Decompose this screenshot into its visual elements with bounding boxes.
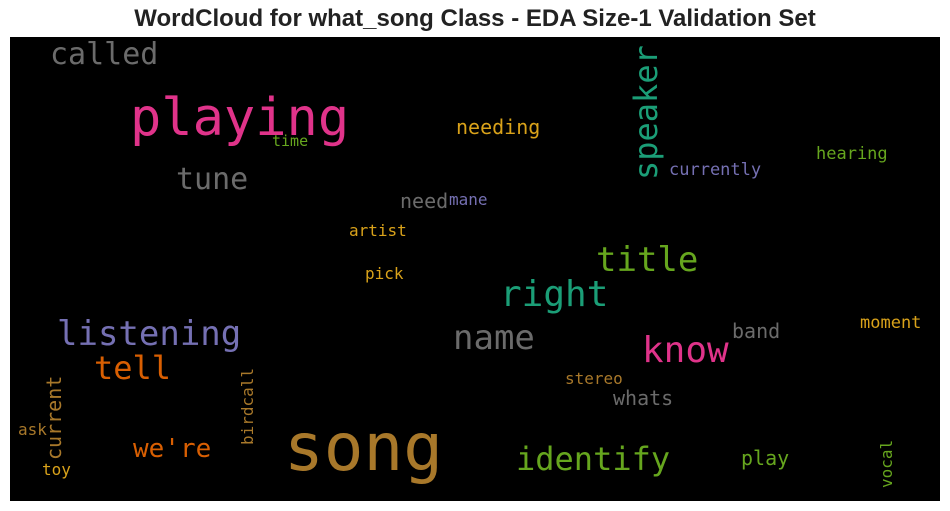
wordcloud-canvas: song playing called speaker tune needing time c…	[10, 37, 940, 501]
word-play: play	[741, 446, 790, 470]
word-currently: currently	[669, 160, 762, 180]
word-whats: whats	[613, 386, 674, 410]
word-pick: pick	[365, 264, 404, 283]
word-identify: identify	[516, 440, 671, 478]
word-mane: mane	[449, 190, 488, 209]
word-we-re: we're	[133, 434, 212, 464]
word-artist: artist	[349, 221, 407, 240]
word-called: called	[50, 37, 159, 72]
word-needing: needing	[456, 115, 541, 139]
word-ask: ask	[18, 420, 47, 439]
chart-title: WordCloud for what_song Class - EDA Size…	[134, 5, 816, 32]
word-speaker: speaker	[627, 45, 665, 180]
word-time: time	[272, 132, 309, 150]
word-moment: moment	[860, 313, 922, 333]
word-need: need	[400, 189, 449, 213]
word-vocal: vocal	[877, 439, 896, 488]
word-right: right	[500, 274, 609, 315]
word-name: name	[453, 318, 535, 358]
word-listening: listening	[57, 314, 242, 354]
word-stereo: stereo	[565, 369, 623, 388]
word-know: know	[642, 330, 729, 371]
word-title: title	[596, 240, 699, 280]
word-tune: tune	[176, 162, 249, 197]
word-hearing: hearing	[816, 144, 888, 164]
word-current: current	[42, 375, 66, 460]
word-playing: playing	[130, 88, 350, 148]
word-tell: tell	[94, 349, 172, 387]
word-birdcall: birdcall	[238, 367, 257, 445]
word-song: song	[284, 409, 443, 486]
word-toy: toy	[42, 460, 71, 479]
word-band: band	[732, 319, 781, 343]
